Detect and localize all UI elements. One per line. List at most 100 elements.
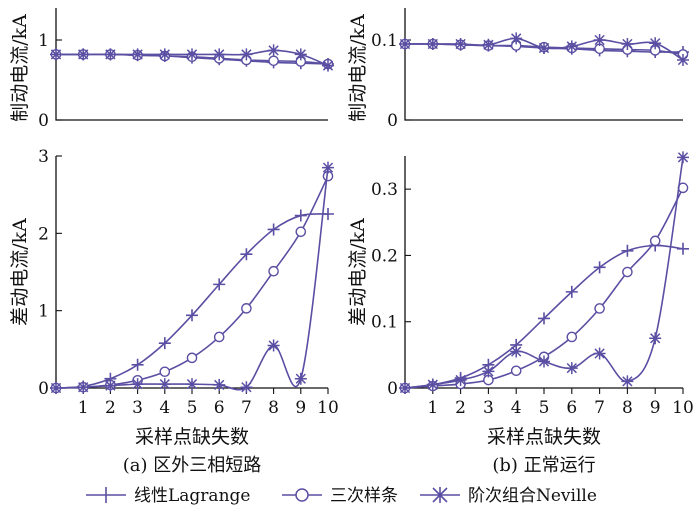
y-axis-label: 制动电流/kA xyxy=(347,14,369,122)
series-circle xyxy=(50,170,334,394)
series-star-point-4 xyxy=(158,48,171,61)
x-tick-label-1: 2 xyxy=(455,398,466,418)
legend-item-spline: 三次样条 xyxy=(282,486,398,506)
x-tick-label-2: 3 xyxy=(132,398,143,418)
y-axis-label: 差动电流/kA xyxy=(9,218,31,326)
series-circle-point-8 xyxy=(268,55,279,67)
y-tick-label-0: 0 xyxy=(387,379,398,399)
series-star-point-0 xyxy=(399,382,411,394)
series-star-point-6 xyxy=(565,40,578,53)
x-tick-label-9: 10 xyxy=(317,398,339,418)
x-tick-label-8: 9 xyxy=(650,398,661,418)
series-plus xyxy=(399,239,689,394)
y-tick-label-1: 0.1 xyxy=(371,313,398,333)
legend-item-neville: 阶次组合Neville xyxy=(420,486,597,506)
series-star-point-10 xyxy=(677,54,689,66)
series-circle-point-4 xyxy=(510,365,522,377)
x-tick-label-3: 4 xyxy=(159,398,170,418)
series-star xyxy=(399,151,689,394)
y-tick-label-2: 2 xyxy=(38,224,49,244)
series-star-point-5 xyxy=(538,355,550,368)
x-tick-label-5: 6 xyxy=(566,398,577,418)
series-star-point-5 xyxy=(186,378,198,391)
series-star-point-1 xyxy=(426,38,439,50)
x-tick-label-8: 9 xyxy=(295,398,306,418)
legend-marker-plus xyxy=(86,487,126,503)
series-star-point-10 xyxy=(677,151,689,164)
legend-label-neville: 阶次组合Neville xyxy=(468,486,597,506)
x-tick-label-0: 1 xyxy=(427,398,438,418)
series-star xyxy=(50,44,334,72)
series-plus-point-5 xyxy=(186,309,198,322)
series-plus xyxy=(50,208,334,394)
series-star-point-2 xyxy=(104,48,117,61)
series-star-point-0 xyxy=(50,382,62,394)
series-plus-point-10 xyxy=(322,208,334,220)
x-axis-label: 采样点缺失数 xyxy=(487,426,601,448)
series-plus-point-8 xyxy=(267,223,280,236)
series-star-point-3 xyxy=(131,48,144,61)
x-tick-label-4: 5 xyxy=(539,398,550,418)
x-tick-label-2: 3 xyxy=(483,398,494,418)
series-circle-point-6 xyxy=(213,331,225,343)
y-tick-label-1: 1 xyxy=(38,31,49,51)
series-circle-point-8 xyxy=(268,265,279,277)
x-tick-label-7: 8 xyxy=(622,398,633,418)
series-star-point-8 xyxy=(267,339,280,352)
series-star-point-6 xyxy=(213,48,226,61)
series-star-point-3 xyxy=(482,38,495,51)
legend-label-lagrange: 线性Lagrange xyxy=(134,486,250,506)
series-star-point-5 xyxy=(186,48,198,61)
series-star-point-6 xyxy=(213,378,226,391)
series-star-point-2 xyxy=(454,374,467,387)
series-circle-point-9 xyxy=(295,226,307,238)
x-tick-label-5: 6 xyxy=(214,398,225,418)
series-star-line xyxy=(404,157,684,389)
series-star-point-7 xyxy=(593,34,606,46)
series-plus-point-10 xyxy=(677,242,689,255)
y-tick-label-0: 0 xyxy=(38,379,49,399)
series-star-point-8 xyxy=(267,44,280,57)
series-star-point-9 xyxy=(294,372,307,385)
series-star-point-9 xyxy=(649,37,662,50)
axes-top-left xyxy=(55,8,328,121)
y-tick-label-1: 1 xyxy=(38,302,49,322)
series-star-point-9 xyxy=(649,332,662,345)
series-plus-point-9 xyxy=(294,209,307,222)
x-tick-label-3: 4 xyxy=(511,398,522,418)
series-star-point-8 xyxy=(621,375,634,388)
series-star xyxy=(50,161,334,394)
series-plus-point-6 xyxy=(213,278,226,291)
series-circle-point-7 xyxy=(594,303,605,314)
legend-marker-circle xyxy=(295,488,309,502)
series-star-point-7 xyxy=(593,347,606,360)
series-star-point-6 xyxy=(565,362,578,375)
x-tick-label-6: 7 xyxy=(594,398,605,418)
series-star-point-0 xyxy=(50,48,62,61)
series-star-point-1 xyxy=(77,381,90,394)
y-tick-label-0: 0 xyxy=(387,111,398,131)
series-star-point-4 xyxy=(510,345,523,358)
y-tick-label-1: 0.1 xyxy=(371,31,398,51)
series-star-point-7 xyxy=(240,381,253,394)
chart-top-left: 0 1 制动电流/kA xyxy=(9,8,334,131)
x-tick-label-0: 1 xyxy=(78,398,89,418)
series-circle-point-6 xyxy=(566,331,578,343)
series-circle-point-8 xyxy=(622,266,633,278)
series-circle-point-7 xyxy=(241,303,252,314)
series-star-point-2 xyxy=(454,38,467,50)
x-axis-label: 采样点缺失数 xyxy=(135,426,249,448)
y-tick-label-2: 0.2 xyxy=(371,246,398,266)
chart-bottom-right: 0 0.1 0.2 0.3 1 2 3 4 5 6 7 8 9 10 差动电流/kA 采样点缺失数 (b) 正常… xyxy=(347,151,694,476)
legend-item-lagrange: 线性Lagrange xyxy=(86,486,250,506)
series-star-point-0 xyxy=(399,38,411,50)
series-star-point-5 xyxy=(538,42,550,54)
series-plus-point-3 xyxy=(131,358,144,371)
panel-caption: (b) 正常运行 xyxy=(492,455,595,476)
series-plus-point-7 xyxy=(593,261,606,274)
series-star-point-2 xyxy=(104,379,117,392)
